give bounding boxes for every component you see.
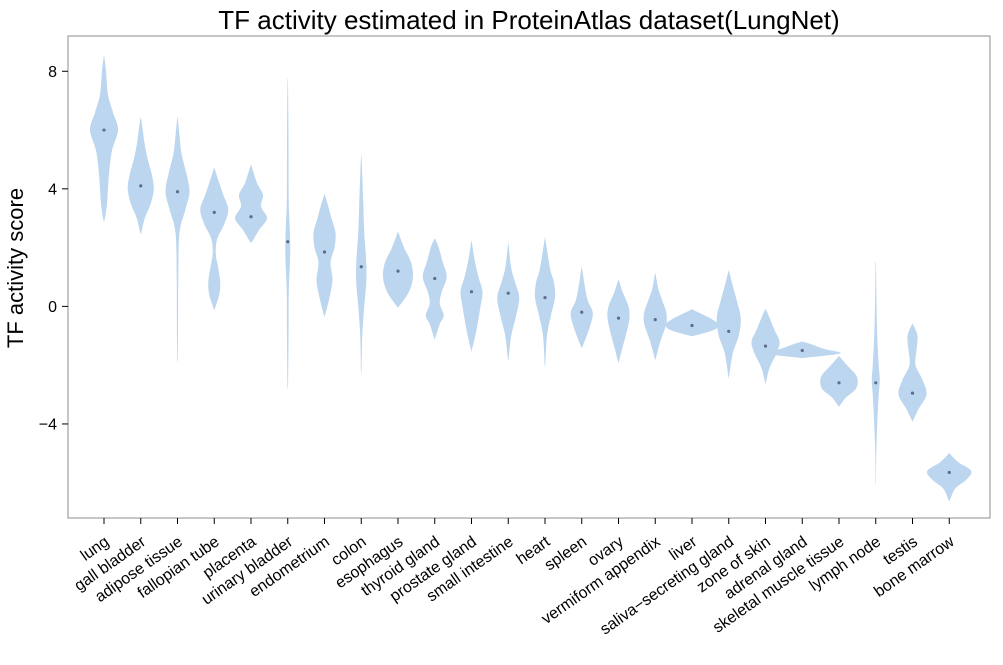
violin-liver xyxy=(665,309,719,337)
median-point-placenta xyxy=(249,215,253,219)
median-point-zone-of-skin xyxy=(763,344,768,348)
median-point-gall-bladder xyxy=(139,184,143,188)
y-tick-label: 0 xyxy=(48,299,57,316)
median-point-prostate-gland xyxy=(469,290,474,294)
violin-lung xyxy=(89,55,119,223)
median-point-fallopian-tube xyxy=(212,210,216,214)
violin-testis xyxy=(898,323,927,422)
violin-ovary xyxy=(607,279,630,364)
median-point-adrenal-gland xyxy=(800,348,804,353)
violin-fallopian-tube xyxy=(200,167,229,311)
median-point-ovary xyxy=(616,316,621,320)
median-point-spleen xyxy=(580,310,584,314)
y-axis-label: TF activity score xyxy=(3,188,28,348)
violin-vermiform-appendix xyxy=(643,272,667,361)
y-axis: −4 0 4 8 xyxy=(39,64,68,433)
median-point-heart xyxy=(543,295,547,300)
violin-adipose-tissue xyxy=(165,116,190,363)
violin-bone-marrow xyxy=(926,452,972,502)
violin-layer xyxy=(89,55,972,502)
median-point-testis xyxy=(910,391,915,395)
median-point-liver xyxy=(690,323,694,328)
median-point-lymph-node xyxy=(874,381,878,385)
violin-lymph-node xyxy=(871,261,880,485)
violin-spleen xyxy=(570,266,593,349)
y-tick-label: 8 xyxy=(48,64,57,81)
violin-urinary-bladder xyxy=(285,77,291,390)
violin-colon xyxy=(356,155,367,374)
median-point-small-intestine xyxy=(506,291,510,295)
y-tick-label: −4 xyxy=(39,416,57,433)
plot-frame xyxy=(67,35,991,519)
median-point-endometrium xyxy=(322,250,327,254)
violin-heart xyxy=(534,236,556,368)
median-point-colon xyxy=(359,265,363,269)
median-point-saliva-secreting-gland xyxy=(727,329,731,333)
violin-saliva-secreting-gland xyxy=(716,270,741,379)
violin-prostate-gland xyxy=(460,240,483,352)
violin-endometrium xyxy=(313,194,336,317)
median-point-bone-marrow xyxy=(947,470,951,475)
median-point-esophagus xyxy=(396,269,400,273)
median-point-urinary-bladder xyxy=(286,240,290,244)
median-point-vermiform-appendix xyxy=(653,318,657,322)
median-point-adipose-tissue xyxy=(175,190,180,194)
violin-thyroid-gland xyxy=(422,238,447,340)
violin-gall-bladder xyxy=(127,117,154,234)
x-category-label: spleen xyxy=(542,533,590,574)
y-tick-label: 4 xyxy=(48,181,57,198)
chart-title: TF activity estimated in ProteinAtlas da… xyxy=(218,5,839,35)
median-point-thyroid-gland xyxy=(433,276,437,281)
median-point-lung xyxy=(102,128,106,132)
violin-placenta xyxy=(234,164,268,243)
median-point-skeletal-muscle-tissue xyxy=(837,381,841,385)
violin-small-intestine xyxy=(497,242,520,362)
